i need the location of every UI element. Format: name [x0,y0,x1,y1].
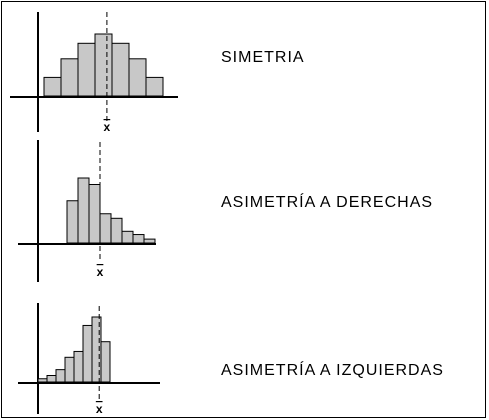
bar-group [37,316,111,383]
mean-label: x [96,402,103,416]
histogram-bar [55,369,66,383]
histogram-bar [94,33,113,97]
histogram-bar [77,177,90,244]
bar-group [66,177,156,244]
histogram-bar [73,350,84,383]
panel-title: ASIMETRÍA A DERECHAS [221,192,433,211]
histogram-bar [82,324,93,383]
histogram-bar [145,76,164,97]
histogram-bar [64,356,75,383]
histogram-bar [143,238,156,244]
histogram-bar [110,217,123,244]
histogram-bar [37,378,48,383]
histogram-bar [132,234,145,244]
histogram-bar [77,42,96,97]
bar-group [43,33,164,97]
histogram-bar [46,375,57,383]
histogram-bar [66,200,79,244]
histogram-bar [88,184,101,244]
histogram-bar [60,58,79,97]
panel-symmetric: x SIMETRIA [10,12,305,134]
panel-right-skew: x ASIMETRÍA A DERECHAS [18,140,433,282]
histogram-bar [111,42,130,97]
histogram-bar [99,213,112,244]
histogram-bar [128,58,147,97]
panel-title: SIMETRIA [221,49,305,66]
histogram-bar [121,230,134,244]
histogram-bar [100,341,111,383]
panel-title: ASIMETRÍA A IZQUIERDAS [221,360,444,379]
mean-label: x [104,120,111,134]
panel-left-skew: x ASIMETRÍA A IZQUIERDAS [18,303,444,416]
mean-label: x [97,265,104,279]
histogram-bar [43,76,62,97]
